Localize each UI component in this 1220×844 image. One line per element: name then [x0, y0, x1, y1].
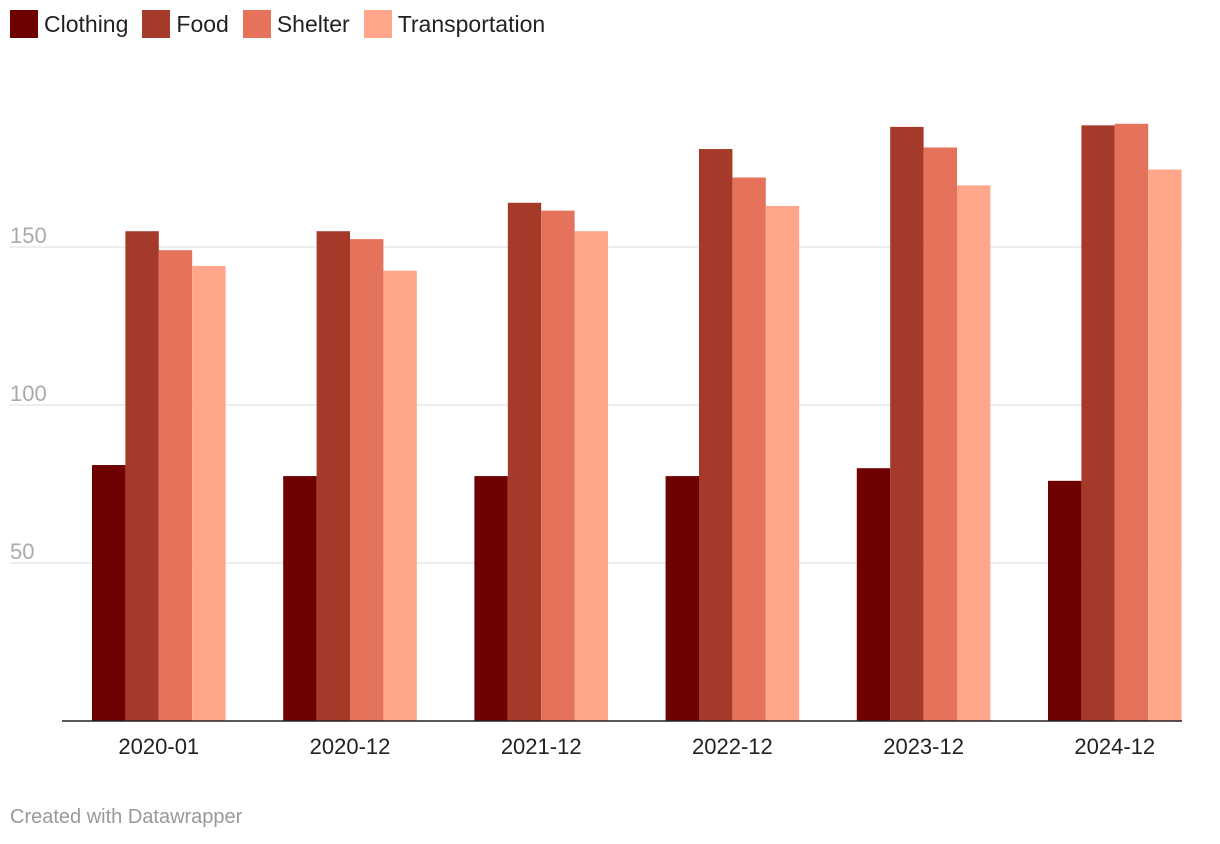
y-tick-label: 50	[10, 539, 34, 564]
legend: Clothing Food Shelter Transportation	[10, 10, 559, 38]
legend-label: Transportation	[397, 10, 546, 37]
bar-shelter-2023-12	[923, 147, 957, 721]
legend-swatch	[142, 10, 171, 38]
x-tick-label: 2020-01	[118, 734, 199, 759]
bar-transportation-2024-12	[1148, 169, 1182, 721]
legend-label: Shelter	[276, 10, 350, 37]
legend-label: Clothing	[44, 10, 129, 37]
bar-transportation-2020-01	[192, 265, 226, 721]
bar-transportation-2020-12	[383, 270, 417, 721]
legend-swatch	[242, 10, 271, 38]
axes: 2020-01 2020-12 2021-12 2022-12 2023-12 2024-…	[62, 720, 1182, 759]
x-tick-label: 2024-12	[1074, 734, 1155, 759]
x-tick-label: 2020-12	[310, 734, 391, 759]
bar-clothing-2024-12	[1048, 480, 1082, 721]
bar-shelter-2020-12	[350, 239, 384, 721]
bar-transportation-2022-12	[765, 205, 800, 722]
legend-swatch	[363, 10, 392, 38]
y-tick-label: 150	[10, 223, 47, 248]
bar-food-2021-12	[507, 202, 542, 721]
bar-shelter-2020-01	[158, 250, 193, 721]
x-tick-label: 2023-12	[883, 734, 964, 759]
bar-clothing-2021-12	[474, 476, 508, 721]
y-tick-label: 100	[10, 381, 47, 406]
bar-clothing-2022-12	[665, 476, 699, 721]
footer-credit: Created with Datawrapper	[10, 806, 243, 828]
legend-item-transportation: Transportation	[363, 10, 546, 38]
bar-shelter-2021-12	[541, 210, 575, 721]
bar-food-2020-12	[316, 231, 350, 721]
bar-clothing-2023-12	[856, 468, 891, 721]
bar-clothing-2020-01	[92, 465, 126, 721]
bar-transportation-2023-12	[957, 185, 991, 721]
x-tick-label: 2021-12	[501, 734, 582, 759]
bar-food-2022-12	[699, 149, 733, 722]
bar-food-2024-12	[1081, 125, 1115, 722]
x-tick-label: 2022-12	[692, 734, 773, 759]
bar-food-2023-12	[890, 126, 924, 722]
bar-clothing-2020-12	[283, 476, 317, 721]
legend-item-clothing: Clothing	[10, 10, 128, 38]
legend-label: Food	[176, 10, 229, 37]
legend-item-shelter: Shelter	[242, 10, 350, 38]
legend-item-food: Food	[142, 10, 229, 38]
bars	[92, 123, 1182, 722]
bar-shelter-2024-12	[1114, 123, 1149, 721]
legend-swatch	[10, 10, 38, 38]
bar-shelter-2022-12	[732, 177, 766, 722]
bar-food-2020-01	[125, 231, 159, 721]
bar-transportation-2021-12	[574, 231, 608, 721]
